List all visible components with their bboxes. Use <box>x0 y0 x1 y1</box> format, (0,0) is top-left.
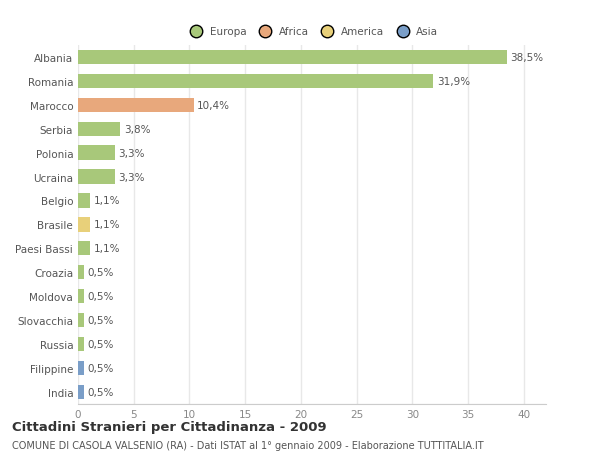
Bar <box>78 74 433 89</box>
Bar <box>78 122 121 137</box>
Bar <box>78 194 90 208</box>
Text: 0,5%: 0,5% <box>87 339 113 349</box>
Bar <box>78 337 83 352</box>
Text: Cittadini Stranieri per Cittadinanza - 2009: Cittadini Stranieri per Cittadinanza - 2… <box>12 420 326 433</box>
Text: 38,5%: 38,5% <box>511 53 544 63</box>
Text: 1,1%: 1,1% <box>94 196 120 206</box>
Bar <box>78 361 83 375</box>
Text: 31,9%: 31,9% <box>437 77 470 87</box>
Text: 0,5%: 0,5% <box>87 268 113 278</box>
Text: 3,8%: 3,8% <box>124 124 150 134</box>
Bar <box>78 385 83 399</box>
Text: 0,5%: 0,5% <box>87 315 113 325</box>
Bar <box>78 289 83 304</box>
Text: 3,3%: 3,3% <box>118 148 145 158</box>
Text: 10,4%: 10,4% <box>197 101 230 111</box>
Text: 0,5%: 0,5% <box>87 387 113 397</box>
Bar <box>78 146 115 161</box>
Bar <box>78 265 83 280</box>
Legend: Europa, Africa, America, Asia: Europa, Africa, America, Asia <box>186 27 438 37</box>
Text: 0,5%: 0,5% <box>87 291 113 302</box>
Text: 1,1%: 1,1% <box>94 220 120 230</box>
Bar <box>78 313 83 328</box>
Text: COMUNE DI CASOLA VALSENIO (RA) - Dati ISTAT al 1° gennaio 2009 - Elaborazione TU: COMUNE DI CASOLA VALSENIO (RA) - Dati IS… <box>12 440 484 450</box>
Bar <box>78 170 115 185</box>
Bar <box>78 218 90 232</box>
Bar <box>78 241 90 256</box>
Text: 0,5%: 0,5% <box>87 363 113 373</box>
Text: 3,3%: 3,3% <box>118 172 145 182</box>
Text: 1,1%: 1,1% <box>94 244 120 254</box>
Bar <box>78 98 194 113</box>
Bar <box>78 50 507 65</box>
